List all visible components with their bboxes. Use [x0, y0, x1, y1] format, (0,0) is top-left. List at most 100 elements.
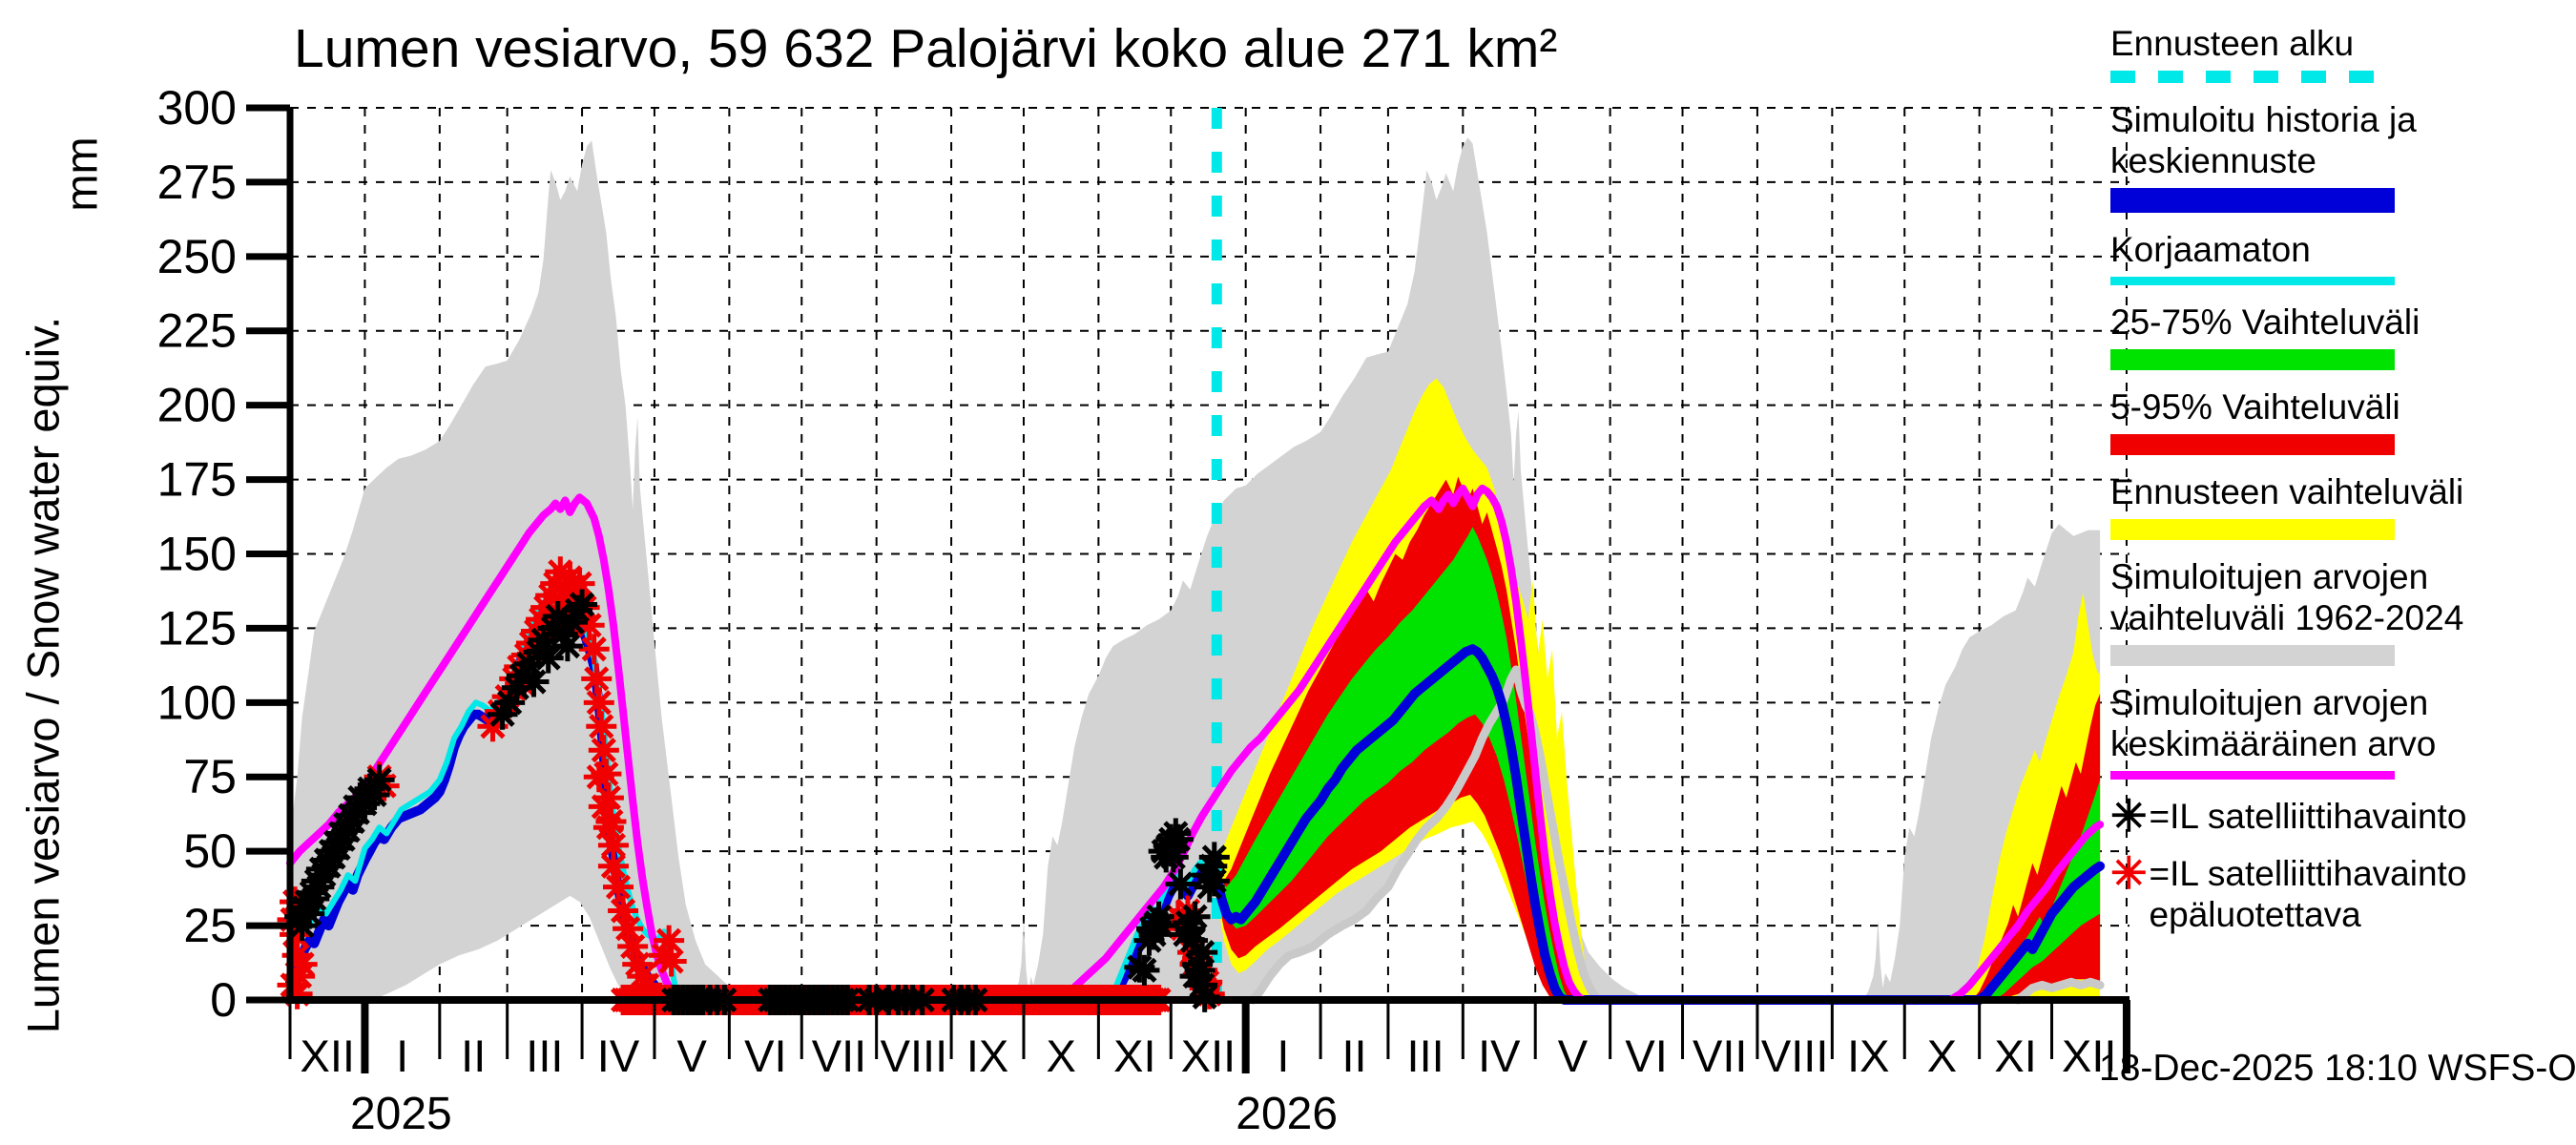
legend-swatch-bar [2110, 645, 2395, 666]
month-label: XII [2062, 1030, 2116, 1081]
y-axis-label: Lumen vesiarvo / Snow water equiv. [17, 316, 69, 1034]
simulated-mean-line [286, 484, 2105, 1004]
legend-item-2: Korjaamaton [2110, 229, 2570, 285]
month-label: IV [597, 1030, 640, 1081]
month-label: I [1277, 1030, 1289, 1081]
observation-star-marker [592, 812, 624, 843]
chart-legend: Ennusteen alku Simuloitu historia ja kesk… [2110, 23, 2570, 951]
y-tick-label: 75 [183, 750, 237, 803]
month-label: I [396, 1030, 408, 1081]
observation-star-marker [581, 663, 613, 695]
month-label: IV [1478, 1030, 1521, 1081]
month-label: VIII [1761, 1030, 1829, 1081]
y-tick-label: 150 [157, 527, 237, 580]
observation-star-marker [1198, 865, 1230, 897]
legend-item-1: Simuloitu historia ja keskiennuste [2110, 99, 2570, 213]
observation-star-marker [583, 761, 614, 793]
legend-item-label: Ennusteen alku [2110, 24, 2355, 63]
legend-item-6: Simuloitujen arvojen vaihteluväli 1962-2… [2110, 556, 2570, 666]
month-label: VII [1693, 1030, 1747, 1081]
month-label: V [676, 1030, 707, 1081]
observation-star-marker [655, 946, 687, 977]
month-label: XI [1994, 1030, 2036, 1081]
month-label: X [1927, 1030, 1957, 1081]
historical-minimum-line-line [1248, 665, 1603, 1005]
observation-star-marker [654, 925, 685, 956]
month-label: VI [1625, 1030, 1667, 1081]
legend-item-0: Ennusteen alku [2110, 23, 2570, 83]
month-label: XII [300, 1030, 354, 1081]
legend-item-9: ✳ =IL satelliittihavainto epäluotettava [2110, 851, 2570, 935]
month-label: XI [1113, 1030, 1155, 1081]
observation-star-marker [597, 850, 629, 882]
legend-swatch-dash [2110, 71, 2395, 83]
legend-item-label: =IL satelliittihavainto [2149, 797, 2467, 836]
observation-star-marker [564, 568, 595, 599]
legend-star-icon: ✳ [2110, 791, 2148, 841]
observation-star-marker [1129, 954, 1160, 986]
legend-item-label: Simuloitujen arvojen keskimääräinen arvo [2110, 683, 2437, 763]
observation-star-marker [1187, 937, 1218, 968]
observation-star-marker [532, 642, 564, 674]
timestamp: 18-Dec-2025 18:10 WSFS-O [2099, 1048, 2576, 1089]
range-25-75-band [1216, 527, 2101, 1000]
observation-star-marker [567, 589, 598, 620]
y-tick-label: 25 [183, 899, 237, 952]
legend-item-5: Ennusteen vaihteluväli [2110, 471, 2570, 540]
observation-star-marker [518, 666, 550, 697]
historical-minimum-line-line [2013, 977, 2105, 1005]
observation-star-marker [603, 871, 634, 903]
month-label: II [1341, 1030, 1366, 1081]
legend-swatch-bar [2110, 188, 2395, 213]
observation-star-marker [1165, 868, 1196, 900]
chart-title: Lumen vesiarvo, 59 632 Palojärvi koko al… [294, 18, 1558, 79]
legend-swatch-bar [2110, 519, 2395, 540]
legend-swatch-line [2110, 277, 2395, 285]
legend-item-label: Simuloitujen arvojen vaihteluväli 1962-2… [2110, 557, 2464, 637]
y-tick-label: 250 [157, 230, 237, 283]
month-label: III [1407, 1030, 1444, 1081]
month-label: VI [744, 1030, 786, 1081]
legend-item-8: ✳ =IL satelliittihavainto [2110, 791, 2570, 841]
year-label: 2025 [350, 1089, 452, 1139]
legend-swatch-bar [2110, 434, 2395, 455]
y-tick-label: 275 [157, 156, 237, 209]
observation-star-marker [364, 764, 395, 796]
observation-star-marker [551, 631, 583, 662]
observation-star-marker [586, 711, 617, 742]
month-label: XII [1181, 1030, 1236, 1081]
observation-star-marker [588, 791, 619, 822]
y-tick-label: 125 [157, 601, 237, 655]
legend-item-label: =IL satelliittihavainto epäluotettava [2149, 854, 2467, 934]
month-label: VII [812, 1030, 866, 1081]
observation-star-marker [1162, 823, 1194, 855]
legend-item-label: Ennusteen vaihteluväli [2110, 472, 2464, 511]
legend-swatch-line [2110, 771, 2395, 780]
legend-item-7: Simuloitujen arvojen keskimääräinen arvo [2110, 682, 2570, 780]
legend-swatch-bar [2110, 349, 2395, 370]
observation-star-marker [583, 687, 614, 718]
observation-star-marker [1179, 901, 1211, 932]
observation-star-marker [286, 948, 318, 980]
month-label: II [461, 1030, 486, 1081]
month-label: IX [966, 1030, 1008, 1081]
y-axis-unit: mm [55, 136, 107, 212]
legend-item-3: 25-75% Vaihteluväli [2110, 302, 2570, 370]
legend-item-4: 5-95% Vaihteluväli [2110, 386, 2570, 455]
legend-item-label: Simuloitu historia ja keskiennuste [2110, 100, 2417, 180]
observation-star-marker [1198, 842, 1230, 873]
y-tick-label: 0 [210, 973, 237, 1027]
observation-star-marker [1146, 910, 1177, 942]
y-tick-label: 300 [157, 81, 237, 135]
y-tick-label: 200 [157, 379, 237, 432]
month-label: IX [1847, 1030, 1889, 1081]
observation-star-marker [578, 634, 610, 665]
y-tick-label: 50 [183, 824, 237, 878]
y-tick-label: 100 [157, 676, 237, 729]
observation-star-marker [588, 735, 619, 766]
month-label: III [526, 1030, 563, 1081]
legend-item-label: Korjaamaton [2110, 230, 2311, 269]
legend-item-label: 5-95% Vaihteluväli [2110, 387, 2400, 427]
